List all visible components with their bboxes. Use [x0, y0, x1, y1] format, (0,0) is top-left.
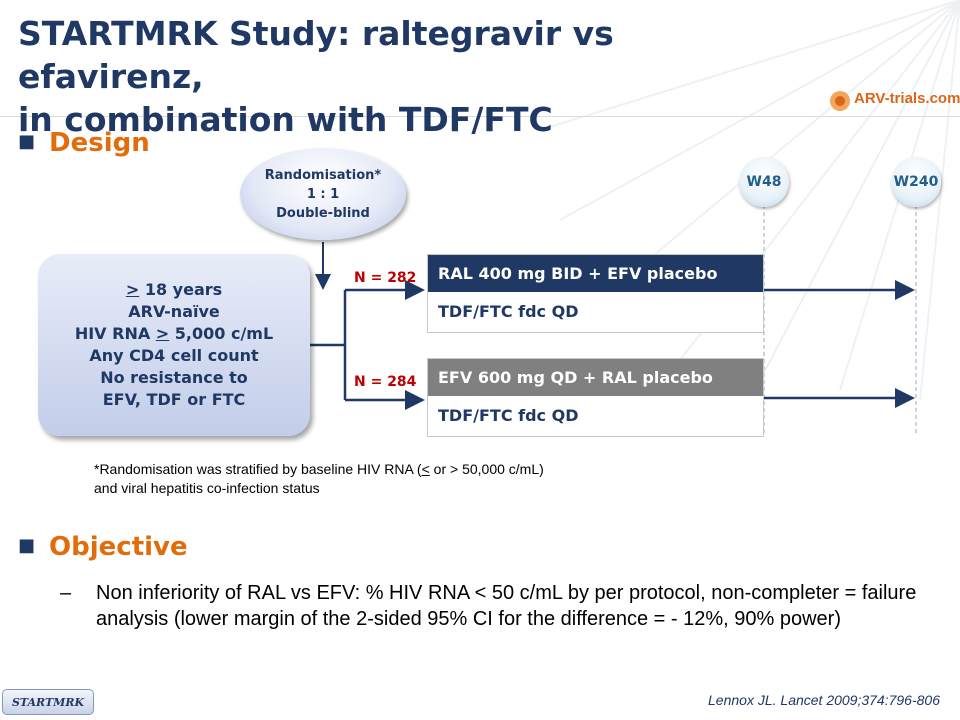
design-heading-text: Design — [49, 128, 150, 158]
objective-item: – Non inferiority of RAL vs EFV: % HIV R… — [60, 580, 920, 632]
timepoint-w240: W240 — [891, 157, 941, 207]
arm-ral-backbone: TDF/FTC fdc QD — [438, 302, 579, 321]
logo-mark-icon — [830, 91, 850, 111]
arv-trials-logo: ARV-trials.com — [828, 88, 960, 114]
criteria-arv-naive: ARV-naïve — [128, 302, 220, 321]
criteria-hiv-rna: HIV RNA > 5,000 c/mL — [74, 324, 274, 343]
randomisation-line-1: Randomisation* — [264, 167, 382, 183]
title-line-2: in combination with TDF/FTC — [18, 100, 553, 139]
study-badge: STARTMRK — [2, 689, 94, 715]
footnote-line-1: *Randomisation was stratified by baselin… — [94, 461, 544, 477]
slide-title: STARTMRK Study: raltegravir vs efavirenz… — [18, 12, 778, 141]
dash-bullet: – — [60, 582, 72, 604]
objective-heading: ■ Objective — [18, 532, 188, 562]
arm-efv-regimen: EFV 600 mg QD + RAL placebo — [428, 359, 763, 396]
randomisation-footnote: *Randomisation was stratified by baselin… — [94, 460, 544, 498]
randomisation-line-2: 1 : 1 — [306, 186, 340, 202]
randomisation-line-3: Double-blind — [276, 205, 370, 221]
logo-text: ARV-trials.com — [854, 90, 960, 107]
title-line-1: STARTMRK Study: raltegravir vs efavirenz… — [18, 14, 614, 96]
timepoint-w48: W48 — [739, 157, 789, 207]
design-heading: ■ Design — [18, 128, 150, 158]
n-label-efv: N = 284 — [354, 374, 417, 390]
square-bullet-icon: ■ — [18, 131, 36, 152]
arm-ral-regimen: RAL 400 mg BID + EFV placebo — [428, 255, 763, 292]
randomisation-oval: Randomisation* 1 : 1 Double-blind — [240, 148, 406, 240]
square-bullet-icon: ■ — [18, 535, 36, 556]
criteria-age: > 18 years — [125, 280, 223, 299]
reference-citation: Lennox JL. Lancet 2009;374:796-806 — [708, 692, 940, 708]
inclusion-criteria-box: > 18 years ARV-naïve HIV RNA > 5,000 c/m… — [38, 254, 310, 436]
criteria-resistance: No resistance to — [100, 368, 248, 387]
criteria-cd4: Any CD4 cell count — [89, 346, 259, 365]
footnote-line-2: and viral hepatitis co-infection status — [94, 480, 320, 496]
arm-efv: EFV 600 mg QD + RAL placebo TDF/FTC fdc … — [427, 358, 764, 437]
objective-text: Non inferiority of RAL vs EFV: % HIV RNA… — [96, 582, 917, 630]
n-label-ral: N = 282 — [354, 270, 417, 286]
criteria-drugs: EFV, TDF or FTC — [102, 390, 246, 409]
title-divider — [0, 116, 960, 117]
arm-ral: RAL 400 mg BID + EFV placebo TDF/FTC fdc… — [427, 254, 764, 333]
objective-heading-text: Objective — [49, 532, 188, 562]
arm-efv-backbone: TDF/FTC fdc QD — [438, 406, 579, 425]
